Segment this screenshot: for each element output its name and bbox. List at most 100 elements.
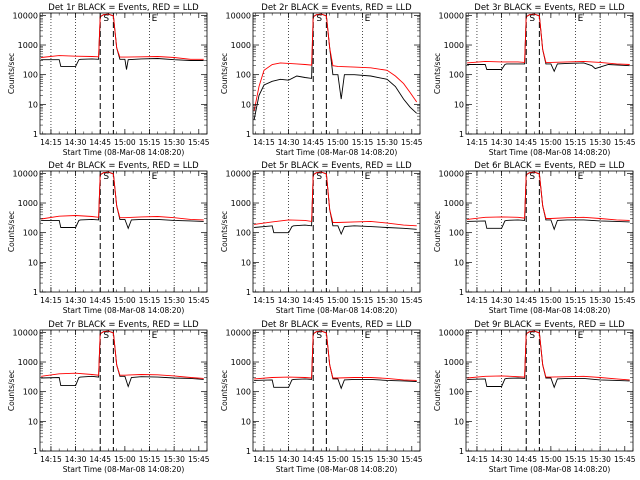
events-series-line xyxy=(467,171,630,231)
lld-series-line xyxy=(467,330,630,381)
x-axis-label: Start Time (08-Mar-08 14:08:20) xyxy=(276,306,398,315)
x-tick-label: 14:30 xyxy=(491,296,513,305)
x-tick-label: 14:45 xyxy=(515,138,537,147)
end-marker-label: E xyxy=(578,14,584,24)
y-tick-label: 100 xyxy=(236,229,251,238)
lld-series-line xyxy=(253,13,418,111)
x-axis-label: Start Time (08-Mar-08 14:08:20) xyxy=(489,465,611,474)
y-axis-label: Counts/sec xyxy=(7,53,16,94)
x-tick-label: 15:45 xyxy=(401,138,423,147)
y-tick-label: 1 xyxy=(459,130,464,139)
detector-panel-7: 1 10 100 1000 10000 14:15 14:30 14:45 15:00 15:15… xyxy=(7,320,210,474)
lld-series-line xyxy=(467,171,630,221)
events-series-line xyxy=(41,330,204,388)
y-tick-label: 10 xyxy=(28,100,38,109)
lld-series-line xyxy=(254,171,417,227)
x-tick-label: 14:45 xyxy=(302,138,324,147)
lld-series-line xyxy=(41,330,204,379)
x-tick-label: 15:30 xyxy=(376,138,398,147)
x-tick-label: 14:45 xyxy=(302,455,324,464)
end-marker-label: E xyxy=(578,331,584,341)
plot-frame xyxy=(39,12,208,135)
y-tick-label: 100 xyxy=(236,71,251,80)
x-tick-label: 15:00 xyxy=(540,455,562,464)
x-tick-label: 15:00 xyxy=(114,138,136,147)
x-axis-label: Start Time (08-Mar-08 14:08:20) xyxy=(63,306,185,315)
x-tick-label: 15:15 xyxy=(352,138,374,147)
end-marker-label: E xyxy=(365,172,371,182)
x-tick-label: 15:30 xyxy=(589,296,611,305)
events-series-line xyxy=(41,171,204,230)
x-tick-label: 15:15 xyxy=(139,455,161,464)
x-tick-label: 15:30 xyxy=(376,296,398,305)
x-tick-label: 15:30 xyxy=(589,138,611,147)
start-marker-label: S xyxy=(316,14,322,24)
panel-title: Det 5r BLACK = Events, RED = LLD xyxy=(261,161,412,171)
detector-panel-1: 1 10 100 1000 10000 14:15 14:30 14:45 15:00 15:15… xyxy=(7,3,210,157)
y-tick-label: 10000 xyxy=(13,328,38,337)
y-tick-label: 1000 xyxy=(231,199,251,208)
end-marker-label: E xyxy=(578,172,584,182)
x-axis-label: Start Time (08-Mar-08 14:08:20) xyxy=(63,465,185,474)
start-marker-label: S xyxy=(316,172,322,182)
x-tick-label: 14:15 xyxy=(40,455,62,464)
plot-frame xyxy=(252,170,421,293)
x-axis-label: Start Time (08-Mar-08 14:08:20) xyxy=(63,148,185,157)
y-tick-label: 10 xyxy=(241,417,251,426)
y-tick-label: 1000 xyxy=(18,199,38,208)
y-tick-label: 100 xyxy=(236,388,251,397)
x-tick-label: 15:15 xyxy=(139,296,161,305)
plot-frame xyxy=(39,170,208,293)
x-tick-label: 15:30 xyxy=(163,138,185,147)
y-axis-label: Counts/sec xyxy=(433,53,442,94)
start-marker-label: S xyxy=(529,14,535,24)
y-tick-label: 10 xyxy=(28,258,38,267)
x-tick-label: 15:00 xyxy=(327,296,349,305)
x-tick-label: 14:15 xyxy=(253,296,275,305)
x-tick-label: 15:45 xyxy=(614,455,636,464)
x-tick-label: 14:45 xyxy=(89,296,111,305)
y-tick-label: 10000 xyxy=(226,169,251,178)
events-series-line xyxy=(253,13,418,120)
y-tick-label: 10 xyxy=(454,258,464,267)
x-tick-label: 14:30 xyxy=(278,138,300,147)
end-marker-label: E xyxy=(365,14,371,24)
y-tick-label: 1000 xyxy=(231,358,251,367)
x-tick-label: 15:15 xyxy=(565,296,587,305)
x-axis-label: Start Time (08-Mar-08 14:08:20) xyxy=(489,306,611,315)
y-tick-label: 1 xyxy=(459,447,464,456)
y-tick-label: 10 xyxy=(454,417,464,426)
x-tick-label: 14:45 xyxy=(89,138,111,147)
x-tick-label: 14:45 xyxy=(89,455,111,464)
lld-series-line xyxy=(41,171,204,221)
y-tick-label: 10 xyxy=(241,100,251,109)
x-tick-label: 14:45 xyxy=(515,296,537,305)
end-marker-label: E xyxy=(152,14,158,24)
y-axis-label: Counts/sec xyxy=(220,211,229,252)
x-tick-label: 15:00 xyxy=(114,455,136,464)
panel-title: Det 3r BLACK = Events, RED = LLD xyxy=(474,3,625,13)
start-marker-label: S xyxy=(316,331,322,341)
x-tick-label: 14:15 xyxy=(466,296,488,305)
x-tick-label: 14:15 xyxy=(253,455,275,464)
detector-panel-9: 1 10 100 1000 10000 14:15 14:30 14:45 15:00 15:15… xyxy=(433,320,636,474)
x-tick-label: 14:15 xyxy=(40,296,62,305)
end-marker-label: E xyxy=(365,331,371,341)
detector-panel-3: 1 10 100 1000 10000 14:15 14:30 14:45 15:00 15:15… xyxy=(433,3,636,157)
y-tick-label: 10000 xyxy=(439,328,464,337)
plot-frame xyxy=(465,12,634,135)
x-tick-label: 14:15 xyxy=(466,138,488,147)
y-tick-label: 1000 xyxy=(444,199,464,208)
x-tick-label: 14:15 xyxy=(253,138,275,147)
y-tick-label: 10 xyxy=(454,100,464,109)
x-axis-label: Start Time (08-Mar-08 14:08:20) xyxy=(276,465,398,474)
y-tick-label: 1000 xyxy=(18,41,38,50)
x-tick-label: 15:15 xyxy=(139,138,161,147)
end-marker-label: E xyxy=(152,331,158,341)
x-tick-label: 15:45 xyxy=(188,455,210,464)
y-tick-label: 1 xyxy=(33,288,38,297)
start-marker-label: S xyxy=(103,172,109,182)
x-tick-label: 15:45 xyxy=(188,138,210,147)
x-tick-label: 14:30 xyxy=(278,296,300,305)
x-tick-label: 14:45 xyxy=(515,455,537,464)
